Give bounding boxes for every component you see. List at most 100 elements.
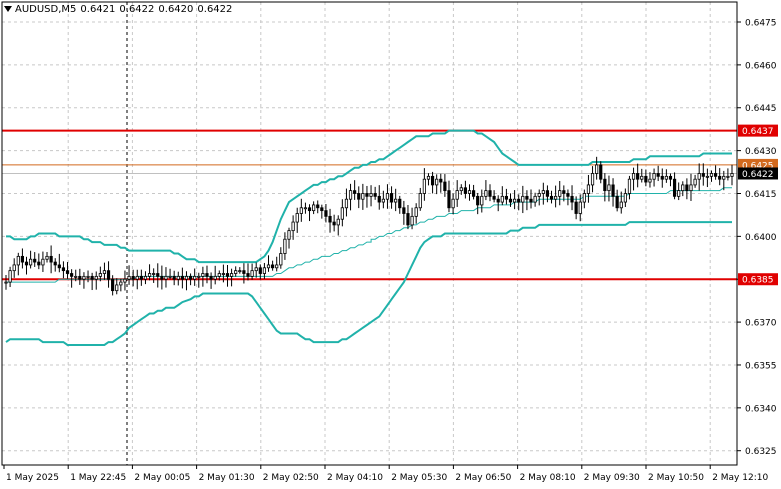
level-label-text: 0.6385: [742, 276, 774, 286]
candle-body: [529, 198, 533, 203]
candle-body: [49, 255, 53, 263]
candle-body: [426, 175, 431, 180]
candle-body: [398, 198, 402, 209]
bollinger-middle-line: [6, 187, 732, 283]
candle-body: [685, 184, 689, 192]
candle-body: [65, 270, 70, 274]
candle-body: [180, 275, 184, 280]
candle-body: [283, 238, 287, 254]
candle-body: [361, 193, 365, 200]
candle-body: [672, 178, 677, 197]
candle-body: [4, 281, 8, 284]
candle-body: [476, 195, 480, 206]
high-value: 0.6422: [119, 4, 155, 15]
candle-body: [143, 275, 148, 280]
candle-body: [385, 193, 390, 200]
x-tick-label: 2 May 01:30: [199, 473, 255, 483]
candle-body: [213, 275, 217, 280]
candle-body: [98, 273, 102, 277]
candle-body: [525, 195, 529, 200]
candle-body: [209, 275, 213, 280]
candle-body: [29, 258, 33, 266]
candle-body: [357, 193, 361, 200]
candle-body: [611, 184, 615, 197]
candle-body: [336, 218, 340, 226]
candle-body: [554, 195, 558, 200]
candle-body: [147, 273, 152, 277]
candle-body: [418, 193, 422, 209]
candle-body: [102, 270, 107, 274]
candle-body: [726, 175, 730, 178]
candle-body: [238, 270, 242, 273]
axes: 0.6475 0.6460 0.6445 0.6430 0.6415 0.6400 0.63…: [1, 1, 777, 483]
candle-body: [545, 190, 550, 197]
candle-body: [697, 173, 701, 180]
y-tick-label: 0.6445: [745, 104, 777, 114]
candle-body: [484, 190, 488, 197]
candle-body: [636, 173, 640, 180]
candle-body: [394, 198, 398, 203]
candle-body: [201, 273, 205, 277]
close-value: 0.6422: [197, 4, 233, 15]
candle-body: [504, 195, 509, 200]
candle-body: [86, 275, 90, 278]
candle-body: [549, 195, 554, 200]
y-tick-label: 0.6400: [745, 233, 777, 243]
candle-body: [377, 195, 381, 203]
candle-body: [229, 273, 234, 277]
candle-body: [139, 275, 143, 280]
candle-body: [8, 270, 12, 283]
candle-body: [730, 173, 734, 177]
candle-body: [521, 195, 525, 203]
candle-body: [508, 198, 513, 203]
candle-body: [619, 201, 623, 209]
dropdown-triangle-icon[interactable]: [4, 6, 12, 12]
candle-body: [656, 173, 660, 177]
candle-body: [328, 215, 332, 223]
candle-body: [176, 275, 180, 280]
candle-body: [459, 187, 463, 192]
x-tick-label: 2 May 10:50: [648, 473, 704, 483]
candle-body: [307, 207, 312, 212]
candle-body: [492, 195, 496, 200]
candle-body: [599, 164, 603, 180]
candle-body: [566, 193, 570, 197]
candle-body: [369, 193, 373, 197]
candle-body: [242, 270, 246, 274]
candle-body: [381, 198, 385, 203]
candle-body: [677, 190, 681, 197]
candle-body: [402, 207, 406, 214]
candle-body: [168, 275, 172, 278]
candle-body: [603, 178, 607, 192]
candle-body: [12, 264, 16, 272]
candle-body: [722, 175, 726, 180]
candle-body: [443, 181, 447, 192]
candle-body: [172, 275, 176, 280]
x-tick-label: 2 May 04:10: [327, 473, 383, 483]
candle-body: [90, 275, 94, 280]
candle-body: [287, 230, 291, 240]
candle-body: [660, 175, 664, 180]
candle-body: [631, 173, 636, 180]
current-price-text: 0.6422: [742, 170, 774, 180]
candle-body: [74, 275, 78, 278]
candle-body: [299, 207, 303, 214]
candle-body: [324, 210, 328, 217]
candle-body: [681, 184, 685, 192]
candle-body: [258, 267, 262, 274]
candle-body: [316, 204, 320, 209]
candle-body: [188, 275, 193, 280]
candle-body: [451, 198, 455, 209]
candle-body: [275, 264, 279, 269]
candle-body: [644, 175, 648, 183]
candle-body: [590, 173, 595, 186]
candle-body: [701, 173, 705, 177]
candle-body: [156, 273, 160, 277]
candle-body: [217, 273, 221, 277]
candle-body: [430, 175, 435, 186]
candle-body: [24, 261, 29, 266]
candle-body: [668, 175, 673, 180]
candle-body: [225, 273, 230, 277]
candle-body: [578, 201, 582, 214]
